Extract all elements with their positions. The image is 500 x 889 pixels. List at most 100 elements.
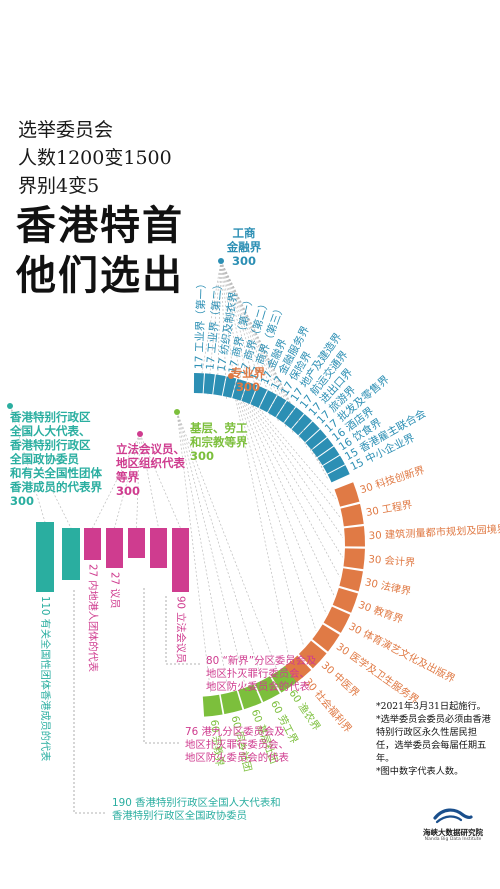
group-hub-dot — [7, 403, 13, 409]
sector-segment — [298, 640, 327, 669]
spoke-line — [230, 375, 343, 558]
sector-segment — [193, 373, 204, 394]
main-title-line-1: 香港特首 — [16, 203, 184, 249]
spoke-line — [220, 260, 301, 441]
sector-bar — [172, 528, 189, 592]
group-hub-dots — [7, 258, 234, 437]
sector-label: 90 立法会议员 — [175, 596, 188, 663]
callout-text-line: 香港特别行政区全国政协委员 — [112, 809, 247, 822]
spoke-line — [9, 405, 46, 523]
spoke-line — [230, 375, 317, 631]
wave-logo-icon — [433, 808, 473, 824]
connector-lines — [9, 260, 344, 694]
sector-segment — [340, 503, 364, 527]
sector-label: 27 议员 — [109, 572, 121, 609]
group-hub-dot — [174, 409, 180, 415]
callout-leader-lines — [73, 588, 200, 814]
group-hub-dot — [218, 258, 224, 264]
spoke-line — [176, 411, 246, 686]
sector-label: 27 内地港人团体的代表 — [87, 564, 100, 672]
spoke-line — [230, 375, 335, 596]
sector-segment — [202, 694, 223, 717]
sector-segment — [298, 421, 320, 443]
spoke-line — [230, 375, 327, 615]
sector-segment — [220, 690, 243, 715]
spoke-line — [230, 375, 290, 660]
callout-text-line: 地区扑灭罪行委员会、 — [206, 667, 310, 680]
callout-text-line: 地区防火委员会的代表 — [185, 751, 290, 764]
sector-segment — [317, 446, 340, 466]
group-label-legco-district: 立法会议员、 地区组织代表 等界 300 — [116, 442, 185, 498]
group-label-npc-cppcc: 香港特别行政区 全国人大代表、 香港特别行政区 全国政协委员 和有关全国性团体 香港成员的… — [10, 410, 102, 508]
main-title-line-2: 他们选出 — [16, 253, 184, 299]
spoke-line — [176, 411, 229, 691]
sector-segment — [305, 429, 327, 450]
sector-segment — [323, 606, 351, 633]
sector-segment — [339, 568, 363, 592]
spoke-line — [9, 405, 72, 529]
logo-english-name: Nanda Big Data Institute — [424, 837, 482, 842]
subtitle-line-2: 人数1200变1500 — [18, 147, 172, 169]
sector-segment — [312, 624, 340, 652]
footnote-3: *图中数字代表人数。 — [376, 766, 464, 777]
spoke-line — [92, 433, 141, 529]
sector-segment — [344, 526, 366, 547]
sector-label: 17 工业界（第一） — [192, 278, 208, 369]
sector-segment — [255, 676, 280, 703]
sector-segment — [291, 414, 312, 436]
sector-segment — [284, 407, 304, 429]
sector-bar — [62, 528, 80, 580]
spoke-line — [220, 260, 279, 422]
subtitle-line-3: 界别4变5 — [18, 175, 100, 197]
spoke-line — [230, 375, 336, 499]
sector-label: 30 体育演艺文化及出版界 — [347, 620, 458, 686]
callout-text-line: 地区防火委员会的代表 — [206, 680, 311, 693]
sector-segment — [276, 401, 296, 423]
footnote-1: *2021年3月31日起施行。 — [376, 701, 486, 712]
callout-text-line: 190 香港特别行政区全国人大代表和 — [112, 796, 281, 809]
callout-leader — [165, 596, 200, 665]
callout-text-line: 地区扑灭罪行委员会、 — [185, 738, 289, 751]
sector-label: 30 教育界 — [357, 598, 405, 626]
sector-bar — [150, 528, 167, 568]
sector-bar — [36, 522, 54, 592]
logo-name: 海峡大数据研究院 — [423, 828, 483, 837]
footnote-2: *选举委员会委员必须由香港特别行政区永久性居民担任，选举委员会每届任期五年。 — [376, 714, 491, 764]
sector-segment — [334, 482, 360, 507]
spoke-line — [220, 260, 329, 480]
callout-leader — [73, 590, 106, 814]
sector-segment — [238, 684, 262, 710]
spoke-line — [230, 375, 305, 647]
spoke-line — [216, 260, 222, 397]
group-hub-dot — [137, 431, 143, 437]
spoke-line — [139, 433, 181, 529]
spoke-line — [220, 260, 227, 399]
group-label-professional: 专业界 300 — [230, 366, 266, 394]
sector-segment — [259, 390, 277, 413]
sector-segment — [322, 455, 345, 474]
callout-leader — [143, 588, 179, 744]
group-label-commercial-financial: 工商 金融界 300 — [226, 226, 262, 268]
sector-bar — [128, 528, 145, 558]
sector-segment — [311, 437, 334, 458]
sector-arc-segments — [36, 373, 366, 717]
sector-label: 30 会计界 — [368, 552, 416, 569]
callout-text-line: 76 港九分区委员会及 — [185, 725, 285, 738]
sector-segment — [271, 666, 297, 693]
sector-segment — [267, 395, 287, 418]
sector-label: 30 建筑测量都市规划及园境界 — [368, 522, 500, 542]
institute-logo: 海峡大数据研究院 Nanda Big Data Institute — [418, 806, 488, 843]
sector-label: 30 工程界 — [365, 499, 413, 519]
sector-segment — [203, 373, 215, 395]
sector-segment — [327, 465, 350, 483]
spoke-line — [207, 260, 222, 396]
sector-segment — [241, 381, 258, 404]
sector-segment — [332, 587, 359, 613]
spoke-line — [176, 411, 212, 694]
sector-segment — [343, 548, 365, 570]
group-hub-dot — [228, 373, 234, 379]
sector-label: 110 有关全国性团体香港成员的代表 — [39, 596, 52, 761]
